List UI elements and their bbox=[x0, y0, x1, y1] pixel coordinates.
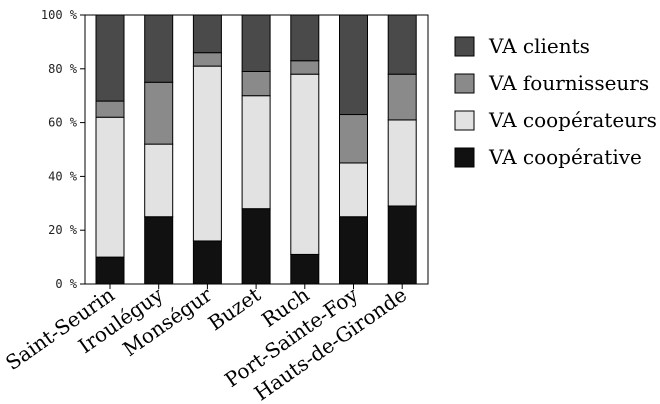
legend-swatch-va-fournisseurs bbox=[454, 73, 475, 94]
bar-segment-va-cooperateurs-ruch bbox=[290, 73, 320, 255]
bar-segment-va-fournisseurs-hauts-de-gironde bbox=[387, 73, 417, 121]
legend-swatch-va-cooperateurs bbox=[454, 110, 475, 131]
plot-area bbox=[84, 14, 429, 285]
y-axis: 0 % 20 % 40 % 60 % 80 % 100 % bbox=[41, 8, 85, 291]
bar-segment-va-cooperative-hauts-de-gironde bbox=[387, 205, 417, 285]
bar-segment-va-clients-monsegur bbox=[192, 14, 222, 54]
legend-label-va-fournisseurs: VA fournisseurs bbox=[488, 71, 649, 95]
bar-segment-va-clients-port-sainte-foy bbox=[339, 14, 368, 116]
y-tick-label: 80 % bbox=[48, 62, 78, 76]
bar-segment-va-cooperative-port-sainte-foy bbox=[339, 216, 368, 285]
y-tick-label: 20 % bbox=[48, 223, 78, 237]
bar-segment-va-cooperateurs-irouleguy bbox=[144, 143, 174, 218]
bar-segment-va-fournisseurs-irouleguy bbox=[144, 81, 174, 145]
bar-segment-va-cooperative-buzet bbox=[241, 208, 271, 285]
x-tick-label-buzet: Buzet bbox=[204, 282, 265, 335]
bar-segment-va-cooperateurs-saint-seurin bbox=[95, 116, 125, 258]
bar-segment-va-cooperative-ruch bbox=[290, 253, 320, 285]
bar-segment-va-clients-ruch bbox=[290, 14, 320, 62]
bar-segment-va-fournisseurs-port-sainte-foy bbox=[339, 114, 368, 164]
bar-segment-va-cooperateurs-hauts-de-gironde bbox=[387, 119, 417, 207]
bar-segment-va-cooperative-saint-seurin bbox=[95, 256, 125, 285]
y-tick-label: 60 % bbox=[48, 116, 78, 130]
bar-segment-va-clients-hauts-de-gironde bbox=[387, 14, 417, 75]
bar-segment-va-clients-irouleguy bbox=[144, 14, 174, 83]
bar-segment-va-cooperateurs-buzet bbox=[241, 95, 271, 210]
bar-segment-va-cooperative-irouleguy bbox=[144, 216, 174, 285]
bar-segment-va-cooperateurs-monsegur bbox=[192, 65, 222, 242]
legend-label-va-clients: VA clients bbox=[488, 34, 590, 58]
bar-segment-va-clients-saint-seurin bbox=[95, 14, 125, 102]
bar-segment-va-fournisseurs-saint-seurin bbox=[95, 100, 125, 118]
bar-segment-va-clients-buzet bbox=[241, 14, 271, 72]
y-tick-label: 40 % bbox=[48, 169, 78, 183]
bar-segment-va-fournisseurs-monsegur bbox=[192, 52, 222, 67]
legend-label-va-cooperateurs: VA coopérateurs bbox=[488, 108, 657, 132]
bar-segment-va-cooperateurs-port-sainte-foy bbox=[339, 162, 368, 218]
legend-swatch-va-clients bbox=[454, 36, 475, 57]
legend: VA clients VA fournisseurs VA coopérateurs… bbox=[454, 34, 657, 169]
legend-label-va-cooperative: VA coopérative bbox=[488, 145, 642, 169]
y-tick-label: 100 % bbox=[41, 8, 78, 22]
x-axis: Saint-SeurinIrouléguyMonségurBuzetRuchPo… bbox=[1, 282, 411, 404]
bar-segment-va-fournisseurs-ruch bbox=[290, 60, 320, 75]
y-tick-label: 0 % bbox=[55, 277, 77, 291]
legend-swatch-va-cooperative bbox=[454, 147, 475, 168]
bar-segment-va-cooperative-monsegur bbox=[192, 240, 222, 285]
bar-segment-va-fournisseurs-buzet bbox=[241, 70, 271, 97]
